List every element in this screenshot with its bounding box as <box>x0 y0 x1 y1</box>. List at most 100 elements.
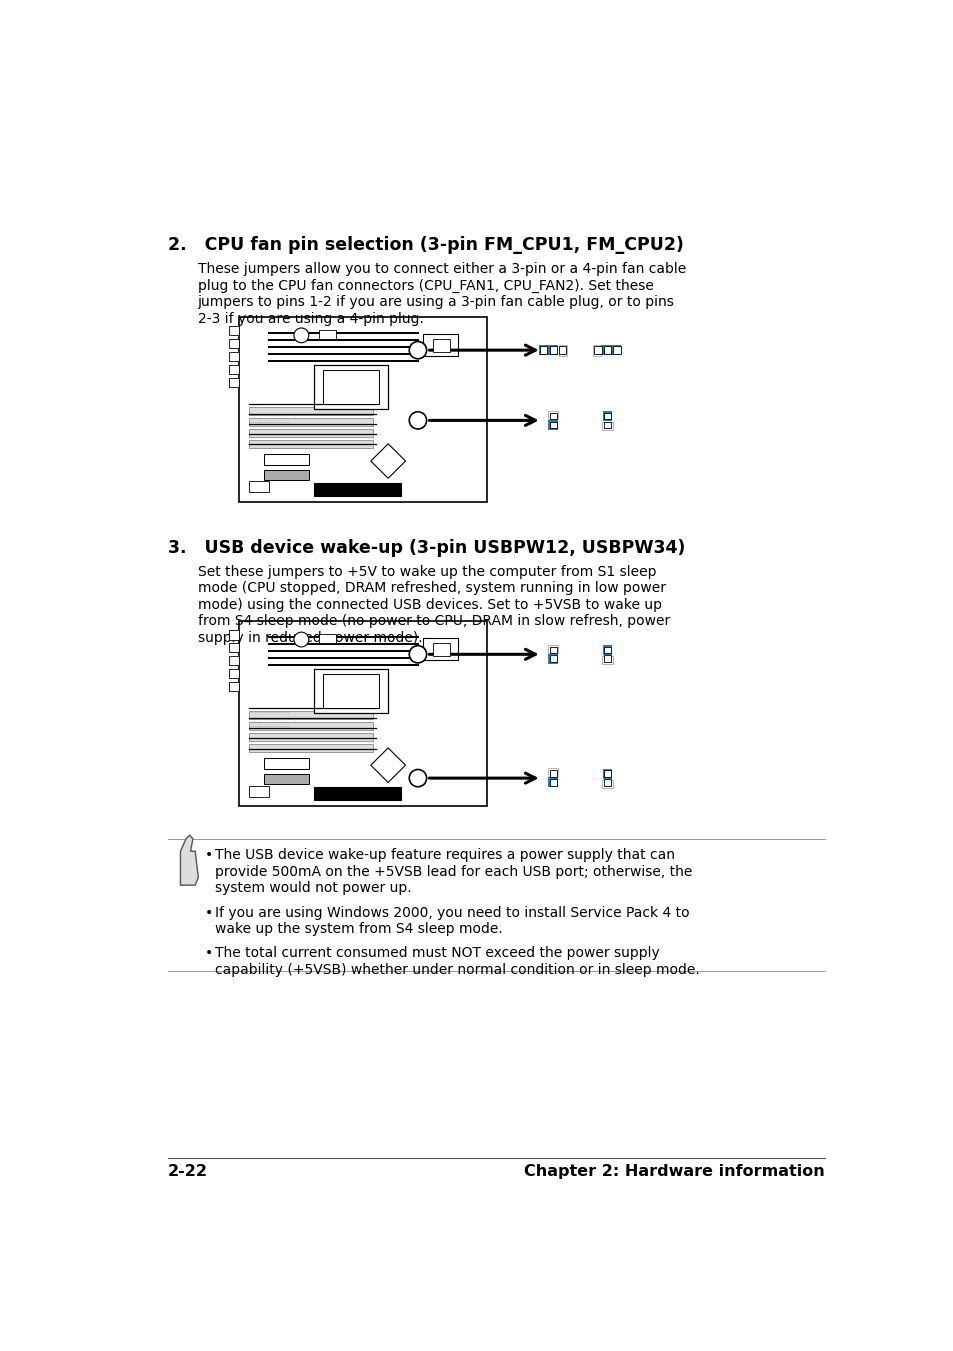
Bar <box>249 732 373 742</box>
Bar <box>249 711 373 719</box>
Bar <box>558 346 566 354</box>
Bar <box>548 420 558 430</box>
Bar <box>249 407 373 415</box>
Bar <box>539 346 547 354</box>
Bar <box>549 412 556 419</box>
Text: 2-3 if you are using a 4-pin plug.: 2-3 if you are using a 4-pin plug. <box>197 312 423 326</box>
Bar <box>602 769 612 780</box>
Text: wake up the system from S4 sleep mode.: wake up the system from S4 sleep mode. <box>214 923 502 936</box>
Bar <box>548 777 558 788</box>
Text: The USB device wake-up feature requires a power supply that can: The USB device wake-up feature requires … <box>214 848 674 862</box>
Text: The total current consumed must NOT exceed the power supply: The total current consumed must NOT exce… <box>214 946 659 961</box>
Bar <box>264 454 309 465</box>
Circle shape <box>409 412 426 430</box>
Bar <box>249 721 373 730</box>
Bar <box>549 655 556 662</box>
Circle shape <box>409 342 426 359</box>
Bar <box>322 674 379 708</box>
Text: supply in reduced power mode).: supply in reduced power mode). <box>197 631 422 644</box>
Circle shape <box>409 646 426 663</box>
Bar <box>549 422 556 428</box>
Bar <box>601 655 612 663</box>
Bar <box>603 422 610 428</box>
Bar <box>602 644 612 655</box>
Bar <box>230 365 239 374</box>
Bar <box>549 647 556 653</box>
Bar <box>230 378 239 388</box>
Text: jumpers to pins 1-2 if you are using a 3-pin fan cable plug, or to pins: jumpers to pins 1-2 if you are using a 3… <box>197 296 674 309</box>
Bar <box>422 334 457 355</box>
Circle shape <box>409 770 426 786</box>
Bar <box>230 326 239 335</box>
Bar <box>249 440 373 449</box>
Bar <box>322 370 379 404</box>
Bar <box>264 758 309 769</box>
Text: •: • <box>205 946 213 961</box>
Bar <box>314 484 400 496</box>
Bar <box>433 643 450 657</box>
Bar <box>603 647 610 653</box>
Bar <box>249 481 269 493</box>
Circle shape <box>294 328 309 343</box>
Text: from S4 sleep mode (no power to CPU, DRAM in slow refresh, power: from S4 sleep mode (no power to CPU, DRA… <box>197 615 669 628</box>
Bar <box>601 780 612 788</box>
Bar <box>548 411 558 419</box>
Bar <box>549 346 557 354</box>
Bar <box>249 428 373 436</box>
Bar <box>318 634 335 643</box>
Bar <box>548 769 558 777</box>
Text: These jumpers allow you to connect either a 3-pin or a 4-pin fan cable: These jumpers allow you to connect eithe… <box>197 262 685 276</box>
Polygon shape <box>371 443 405 478</box>
Bar <box>230 657 239 666</box>
Bar <box>549 770 556 777</box>
Bar <box>613 346 620 354</box>
Bar <box>249 417 373 426</box>
Bar <box>239 621 487 805</box>
Bar <box>314 669 388 713</box>
Text: If you are using Windows 2000, you need to install Service Pack 4 to: If you are using Windows 2000, you need … <box>214 905 688 920</box>
Text: capability (+5VSB) whether under normal condition or in sleep mode.: capability (+5VSB) whether under normal … <box>214 963 699 977</box>
Bar <box>230 643 239 653</box>
Bar <box>601 422 612 430</box>
Bar <box>592 345 600 355</box>
Bar <box>558 345 567 355</box>
Polygon shape <box>371 748 405 782</box>
Text: 2-22: 2-22 <box>168 1165 208 1179</box>
Text: 3.   USB device wake-up (3-pin USBPW12, USBPW34): 3. USB device wake-up (3-pin USBPW12, US… <box>168 539 685 557</box>
Text: Set these jumpers to +5V to wake up the computer from S1 sleep: Set these jumpers to +5V to wake up the … <box>197 565 656 578</box>
Bar <box>230 353 239 361</box>
Bar <box>249 744 373 753</box>
Bar <box>239 317 487 501</box>
Bar <box>594 346 601 354</box>
Bar <box>548 644 558 653</box>
Text: 2.   CPU fan pin selection (3-pin FM_CPU1, FM_CPU2): 2. CPU fan pin selection (3-pin FM_CPU1,… <box>168 236 683 254</box>
Circle shape <box>294 632 309 647</box>
Bar <box>603 346 611 354</box>
Bar <box>318 330 335 339</box>
Bar <box>230 339 239 349</box>
Bar <box>230 682 239 692</box>
Bar <box>603 412 610 419</box>
Bar <box>264 470 309 480</box>
Bar <box>264 774 309 784</box>
Text: mode) using the connected USB devices. Set to +5VSB to wake up: mode) using the connected USB devices. S… <box>197 598 660 612</box>
Text: mode (CPU stopped, DRAM refreshed, system running in low power: mode (CPU stopped, DRAM refreshed, syste… <box>197 581 665 596</box>
Bar <box>230 631 239 639</box>
Bar <box>602 411 612 422</box>
Text: system would not power up.: system would not power up. <box>214 881 411 896</box>
Bar <box>314 788 400 800</box>
Text: plug to the CPU fan connectors (CPU_FAN1, CPU_FAN2). Set these: plug to the CPU fan connectors (CPU_FAN1… <box>197 278 653 293</box>
Polygon shape <box>180 835 198 885</box>
Bar <box>600 345 620 355</box>
Bar <box>548 654 558 663</box>
Bar <box>549 780 556 786</box>
Bar <box>603 655 610 662</box>
Bar <box>603 780 610 786</box>
Text: provide 500mA on the +5VSB lead for each USB port; otherwise, the: provide 500mA on the +5VSB lead for each… <box>214 865 691 878</box>
Text: Chapter 2: Hardware information: Chapter 2: Hardware information <box>523 1165 823 1179</box>
Bar <box>433 339 450 353</box>
Bar <box>249 785 269 797</box>
Bar <box>603 770 610 777</box>
Bar <box>314 365 388 409</box>
Bar <box>538 345 558 355</box>
